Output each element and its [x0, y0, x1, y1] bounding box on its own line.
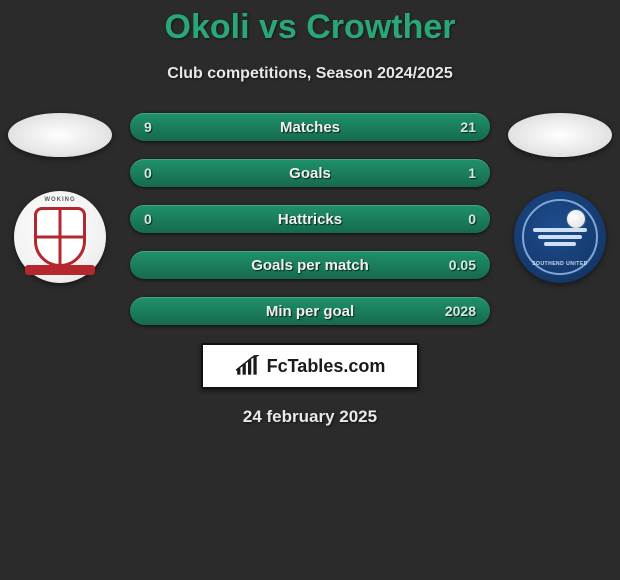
comparison-panel: WOKING SOUTHEND UNITED 9 Matches 21 0 Go…	[0, 113, 620, 427]
stat-bar-hattricks: 0 Hattricks 0	[130, 205, 490, 233]
bar-chart-icon	[235, 355, 261, 377]
stat-label: Matches	[280, 119, 340, 136]
stat-label: Goals per match	[251, 257, 369, 274]
brand-link[interactable]: FcTables.com	[201, 343, 419, 389]
stat-label: Hattricks	[278, 211, 342, 228]
stat-right-value: 21	[460, 119, 476, 135]
stat-left-value: 0	[144, 165, 152, 181]
stat-left-value: 9	[144, 119, 152, 135]
stat-bar-min-per-goal: Min per goal 2028	[130, 297, 490, 325]
crest-inner-icon: SOUTHEND UNITED	[522, 199, 598, 275]
stat-right-value: 1	[468, 165, 476, 181]
stat-right-value: 0.05	[449, 257, 476, 273]
date-label: 24 february 2025	[0, 407, 620, 427]
player-left-silhouette	[8, 113, 112, 157]
banner-icon	[25, 265, 95, 275]
stat-label: Goals	[289, 165, 331, 182]
stat-right-value: 2028	[445, 303, 476, 319]
football-icon	[566, 209, 586, 229]
player-right-silhouette	[508, 113, 612, 157]
stat-label: Min per goal	[266, 303, 354, 320]
stat-bar-goals: 0 Goals 1	[130, 159, 490, 187]
stat-right-value: 0	[468, 211, 476, 227]
stat-bar-matches: 9 Matches 21	[130, 113, 490, 141]
subtitle: Club competitions, Season 2024/2025	[0, 65, 620, 83]
waves-icon	[533, 228, 587, 246]
stats-bars: 9 Matches 21 0 Goals 1 0 Hattricks 0 Goa…	[130, 113, 490, 325]
stat-left-value: 0	[144, 211, 152, 227]
page-title: Okoli vs Crowther	[0, 0, 620, 47]
player-right-column: SOUTHEND UNITED	[500, 113, 620, 283]
shield-icon	[34, 207, 86, 267]
crest-text-icon: SOUTHEND UNITED	[532, 261, 588, 267]
player-left-column: WOKING	[0, 113, 120, 283]
southend-crest: SOUTHEND UNITED	[514, 191, 606, 283]
crest-text-icon: WOKING	[44, 197, 75, 203]
brand-text: FcTables.com	[267, 356, 386, 377]
stat-bar-goals-per-match: Goals per match 0.05	[130, 251, 490, 279]
woking-crest: WOKING	[14, 191, 106, 283]
